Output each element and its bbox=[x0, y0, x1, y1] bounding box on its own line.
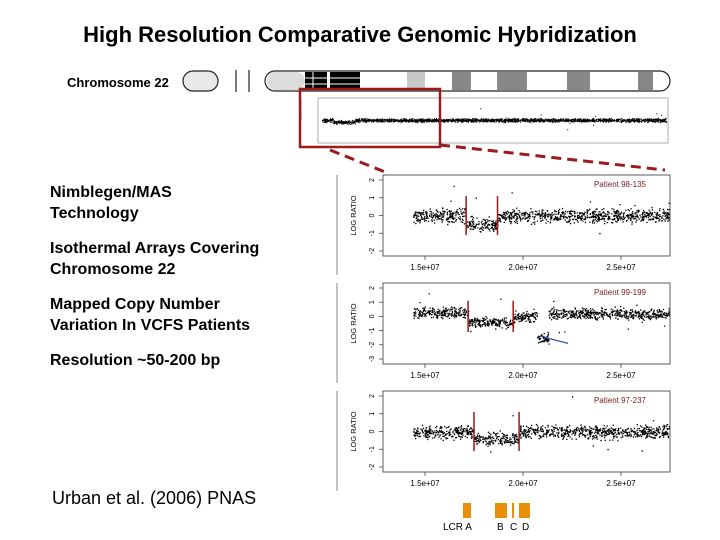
x-tick-label: 1.5e+07 bbox=[410, 479, 440, 488]
overview-plot: LOG RATIO bbox=[298, 97, 669, 144]
bullet-line: Chromosome 22 bbox=[50, 261, 176, 278]
zoom-highlight-box bbox=[298, 87, 442, 149]
arrow-icon bbox=[540, 335, 569, 344]
bullet-line: Isothermal Arrays Covering bbox=[50, 240, 260, 257]
y-tick-label: 2 bbox=[369, 394, 376, 398]
x-tick-label: 2.5e+07 bbox=[606, 371, 636, 380]
bullet-line: Technology bbox=[50, 205, 139, 222]
y-tick-label: -2 bbox=[369, 248, 376, 254]
slide-title: High Resolution Comparative Genomic Hybr… bbox=[83, 22, 637, 47]
log-ratio-points bbox=[413, 293, 670, 345]
citation: Urban et al. (2006) PNAS bbox=[52, 488, 257, 508]
chromosome-label: Chromosome 22 bbox=[67, 75, 169, 90]
log-ratio-points bbox=[413, 396, 670, 453]
y-tick-label: -2 bbox=[369, 464, 376, 470]
patient-panel: 2 1 0 -1 -2 -3 1.5e+07 2.0e+07 2.5e+07 LOG RATIO P… bbox=[336, 282, 671, 383]
x-tick-label: 2.5e+07 bbox=[606, 263, 636, 272]
chromosome-22-ideogram bbox=[264, 70, 671, 92]
x-tick-label: 2.0e+07 bbox=[508, 479, 538, 488]
lcr-b-label: B bbox=[497, 522, 504, 533]
zoom-dashed-line-left bbox=[329, 148, 386, 174]
patient-label: Patient 97-237 bbox=[594, 396, 647, 405]
plot-frame bbox=[382, 174, 671, 257]
lcr-gene-bars: LCR A B C D bbox=[443, 503, 530, 533]
y-tick-label: -2 bbox=[369, 342, 376, 348]
plot-frame bbox=[382, 282, 671, 365]
bullet-resolution: Resolution ~50-200 bp bbox=[50, 352, 221, 369]
lcr-d-label: D bbox=[522, 522, 529, 533]
x-tick-label: 1.5e+07 bbox=[410, 371, 440, 380]
bullet-cnv: Mapped Copy Number Variation In VCFS Pati… bbox=[50, 294, 250, 336]
lcr-c-label: C bbox=[510, 522, 517, 533]
y-tick-label: 1 bbox=[369, 196, 376, 200]
y-tick-label: -1 bbox=[369, 327, 376, 333]
bullet-line: Nimblegen/MAS bbox=[50, 184, 172, 201]
y-axis-label: LOG RATIO bbox=[349, 303, 358, 343]
x-tick-label: 2.5e+07 bbox=[606, 479, 636, 488]
bullet-arrays: Isothermal Arrays Covering Chromosome 22 bbox=[50, 238, 259, 280]
y-tick-label: 2 bbox=[369, 286, 376, 290]
y-tick-label: 0 bbox=[369, 429, 376, 433]
x-tick-label: 2.0e+07 bbox=[508, 371, 538, 380]
lcr-c-bar bbox=[512, 503, 514, 518]
y-axis-label: LOG RATIO bbox=[349, 195, 358, 235]
lcr-d-bar bbox=[519, 503, 530, 518]
y-tick-label: -3 bbox=[369, 356, 376, 362]
y-tick-label: -1 bbox=[369, 230, 376, 236]
overview-data-points bbox=[322, 108, 667, 131]
y-tick-label: 0 bbox=[369, 314, 376, 318]
y-tick-label: 2 bbox=[369, 178, 376, 182]
patient-label: Patient 99-199 bbox=[594, 288, 647, 297]
lcr-a-bar bbox=[463, 503, 471, 518]
bullet-technology: Nimblegen/MAS Technology bbox=[50, 182, 172, 224]
patient-panel: 2 1 0 -1 -2 1.5e+07 2.0e+07 2.5e+07 LOG RATIO Pat… bbox=[336, 390, 671, 491]
y-tick-label: -1 bbox=[369, 446, 376, 452]
y-tick-label: 0 bbox=[369, 213, 376, 217]
bullet-line: Mapped Copy Number bbox=[50, 296, 220, 313]
y-tick-label: 1 bbox=[369, 412, 376, 416]
x-tick-label: 1.5e+07 bbox=[410, 263, 440, 272]
lcr-b-bar bbox=[495, 503, 507, 518]
x-tick-label: 2.0e+07 bbox=[508, 263, 538, 272]
y-axis-label: LOG RATIO bbox=[349, 411, 358, 451]
y-tick-label: 1 bbox=[369, 300, 376, 304]
patient-panel: 2 1 0 -1 -2 1.5e+07 2.0e+07 2.5e+07 LOG RATIO Pat… bbox=[336, 174, 671, 275]
patient-label: Patient 98-135 bbox=[594, 180, 647, 189]
lcr-a-label: LCR A bbox=[443, 522, 472, 533]
zoom-dashed-line-right bbox=[439, 143, 666, 172]
chromosome-ideogram-small bbox=[182, 70, 250, 92]
log-ratio-points bbox=[413, 185, 670, 235]
bullet-line: Variation In VCFS Patients bbox=[50, 317, 251, 334]
